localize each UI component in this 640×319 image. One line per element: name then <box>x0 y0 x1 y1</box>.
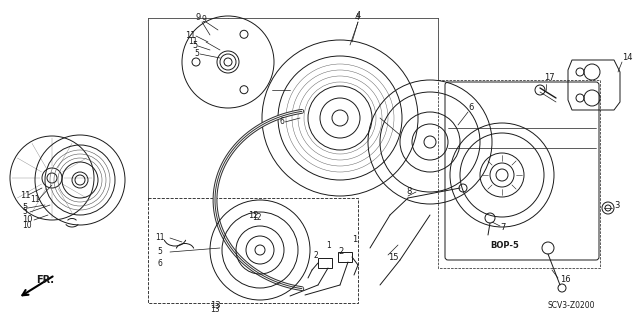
Text: 6: 6 <box>468 103 474 113</box>
Bar <box>318 258 332 268</box>
Text: 7: 7 <box>500 224 506 233</box>
Text: 9: 9 <box>202 16 207 25</box>
Text: 4: 4 <box>355 13 360 23</box>
Text: 11: 11 <box>20 190 31 199</box>
Text: 10: 10 <box>22 216 33 225</box>
Text: 1: 1 <box>352 235 357 244</box>
Bar <box>148 198 358 303</box>
Text: 13: 13 <box>210 301 221 310</box>
Text: 12: 12 <box>248 211 259 219</box>
Text: FR.: FR. <box>36 275 54 285</box>
Text: 5: 5 <box>194 49 199 58</box>
Text: 15: 15 <box>388 254 399 263</box>
Text: 11: 11 <box>155 234 164 242</box>
Text: 11: 11 <box>185 31 195 40</box>
Text: 3: 3 <box>614 201 620 210</box>
Text: 1: 1 <box>326 241 331 249</box>
Text: BOP-5: BOP-5 <box>490 241 519 249</box>
Text: 13: 13 <box>210 306 220 315</box>
Text: 5: 5 <box>157 248 162 256</box>
Text: 8: 8 <box>406 188 412 197</box>
Text: 6: 6 <box>280 117 285 127</box>
Text: 12: 12 <box>252 213 262 222</box>
Text: 5: 5 <box>22 204 28 212</box>
Text: 10: 10 <box>22 221 31 231</box>
Text: 16: 16 <box>560 276 571 285</box>
Text: 9: 9 <box>195 13 200 23</box>
Text: 11: 11 <box>30 196 40 204</box>
Text: 14: 14 <box>622 54 632 63</box>
Text: 6: 6 <box>157 259 162 269</box>
Text: 2: 2 <box>313 250 317 259</box>
Text: 5: 5 <box>192 41 197 50</box>
Bar <box>338 252 352 262</box>
Bar <box>438 80 600 268</box>
Text: 4: 4 <box>356 11 361 20</box>
Text: 2: 2 <box>338 248 343 256</box>
Text: 5: 5 <box>22 207 27 217</box>
Text: 11: 11 <box>188 38 198 47</box>
Text: 17: 17 <box>544 73 555 83</box>
Text: SCV3-Z0200: SCV3-Z0200 <box>548 300 595 309</box>
